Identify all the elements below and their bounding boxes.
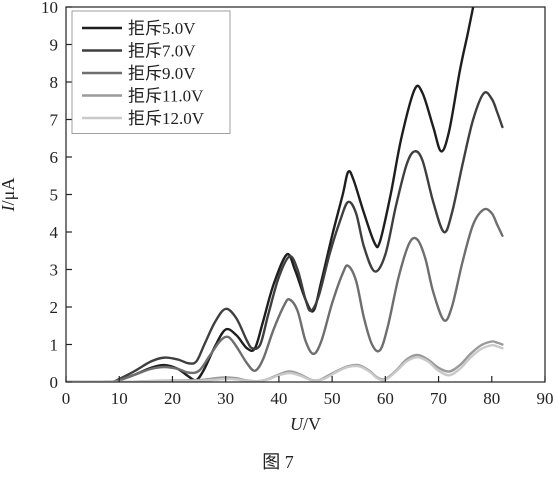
series-line-2 [66, 91, 504, 382]
x-tick-label: 40 [270, 389, 287, 408]
figure-caption: 图 7 [262, 452, 294, 472]
x-tick-label: 10 [111, 389, 128, 408]
y-tick-label: 3 [50, 261, 59, 280]
legend-label: 拒斥7.0V [128, 42, 196, 61]
y-tick-label: 6 [50, 148, 59, 167]
y-tick-label: 7 [50, 111, 59, 130]
y-tick-label: 4 [50, 223, 59, 242]
axes: 0 10 20 30 40 50 60 70 80 90 0 1 2 3 4 5 6 7 8 9 10 U/V I/μA [0, 0, 554, 434]
x-axis-label: U/V [290, 414, 321, 434]
x-tick-label: 30 [217, 389, 234, 408]
y-tick-label: 1 [50, 336, 59, 355]
y-tick-label: 9 [50, 36, 59, 55]
y-tick-label: 0 [50, 373, 59, 392]
y-axis-label: I/μA [0, 178, 18, 213]
x-tick-label: 20 [164, 389, 181, 408]
legend: 拒斥5.0V 拒斥7.0V 拒斥9.0V 拒斥11.0V 拒斥12.0V [71, 10, 231, 134]
x-tick-label: 60 [377, 389, 394, 408]
x-tick-label: 70 [430, 389, 447, 408]
legend-label: 拒斥5.0V [128, 19, 196, 38]
series-line-3 [66, 207, 504, 382]
legend-label: 拒斥12.0V [128, 109, 205, 128]
legend-label: 拒斥9.0V [128, 64, 196, 83]
legend-label: 拒斥11.0V [128, 87, 204, 106]
y-tick-label: 2 [50, 298, 59, 317]
series-lines [66, 7, 504, 382]
x-tick-label: 0 [62, 389, 71, 408]
y-tick-label: 5 [50, 186, 59, 205]
x-tick-label: 90 [537, 389, 554, 408]
y-tick-label: 10 [41, 0, 58, 17]
x-tick-label: 50 [324, 389, 341, 408]
series-line-5 [66, 343, 504, 382]
y-tick-label: 8 [50, 73, 59, 92]
x-tick-label: 80 [483, 389, 500, 408]
